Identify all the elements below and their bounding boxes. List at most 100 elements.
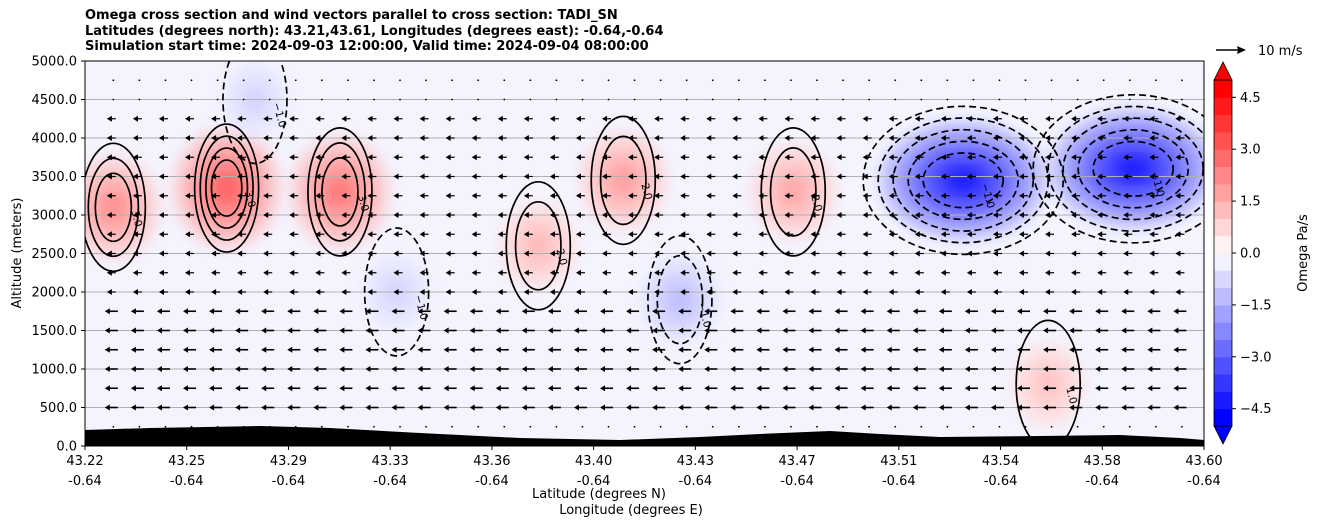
colorbar-segment	[1214, 339, 1232, 358]
wind-vector	[573, 308, 587, 315]
wind-vector	[211, 250, 221, 257]
wind-vector	[860, 366, 874, 372]
wind-vector	[782, 404, 796, 411]
wind-vector	[391, 404, 405, 411]
wind-vector	[886, 366, 900, 372]
wind-vector	[784, 135, 794, 141]
wind-vector	[495, 327, 509, 334]
wind-vector	[523, 135, 533, 141]
wind-vector	[1149, 115, 1159, 122]
wind-vector	[367, 173, 377, 180]
wind-vector	[790, 425, 792, 428]
wind-vector	[185, 135, 195, 141]
wind-vector	[549, 192, 559, 199]
wind-vector	[940, 231, 950, 238]
wind-vector	[758, 135, 768, 141]
colorbar-segment	[1214, 235, 1232, 254]
y-tick-label: 3500.0	[32, 170, 78, 185]
wind-vector	[289, 173, 299, 180]
wind-vector	[469, 404, 483, 411]
wind-vector	[756, 385, 770, 392]
wind-vector	[521, 346, 535, 353]
wind-vector	[367, 250, 377, 257]
wind-vector	[106, 154, 116, 161]
wind-vector	[990, 385, 1004, 392]
wind-vector	[810, 115, 820, 122]
wind-vector	[471, 115, 481, 122]
wind-vector	[860, 385, 874, 392]
wind-vector	[808, 366, 822, 372]
wind-vector	[966, 212, 976, 218]
x-tick-label-lat: 43.33	[372, 454, 409, 469]
wind-vector	[888, 115, 898, 122]
wind-vector	[365, 366, 379, 372]
wind-vector	[730, 366, 744, 372]
wind-vector	[289, 135, 299, 141]
wind-vector	[680, 154, 690, 161]
wind-vector	[886, 404, 900, 411]
wind-vector	[737, 98, 740, 101]
wind-vector	[185, 269, 195, 276]
wind-vector	[1097, 212, 1107, 218]
wind-vector	[1175, 212, 1185, 218]
wind-vector	[1102, 79, 1105, 82]
wind-vector	[1071, 269, 1081, 276]
wind-vector	[399, 98, 401, 101]
wind-vector	[990, 404, 1004, 411]
wind-vector	[1069, 404, 1083, 411]
wind-vector	[1095, 327, 1109, 334]
wind-vector	[261, 404, 275, 411]
wind-vector	[654, 173, 664, 180]
wind-vector	[242, 98, 245, 101]
wind-vector	[1175, 250, 1185, 257]
wind-vector	[1154, 425, 1157, 428]
wind-vector	[782, 366, 796, 372]
colorbar-segment	[1214, 322, 1232, 340]
wind-vector	[158, 212, 168, 218]
wind-vector	[938, 385, 952, 392]
wind-vector	[1149, 135, 1159, 141]
wind-vector	[1123, 250, 1133, 257]
wind-vector	[156, 404, 170, 411]
wind-vector	[523, 289, 533, 295]
wind-vector	[652, 308, 666, 315]
colorbar-tick-label: 4.5	[1240, 91, 1261, 106]
wind-vector	[1175, 231, 1185, 238]
wind-vector	[471, 173, 481, 180]
wind-vector	[602, 154, 612, 161]
wind-vector	[443, 385, 457, 392]
wind-vector	[104, 385, 118, 392]
wind-vector	[365, 327, 379, 334]
omega-region	[1116, 156, 1150, 181]
contour-label: 2.0	[808, 194, 824, 213]
wind-vector	[575, 250, 585, 257]
contour-line	[1047, 105, 1204, 232]
wind-vector	[1097, 135, 1107, 141]
wind-vector	[914, 231, 924, 238]
wind-vector	[756, 327, 770, 334]
wind-vector	[503, 79, 506, 82]
wind-vector	[529, 425, 532, 428]
wind-vector	[628, 115, 638, 122]
wind-vector	[547, 346, 561, 353]
wind-vector	[912, 308, 926, 315]
wind-vector	[680, 173, 690, 180]
wind-vector	[784, 173, 794, 180]
wind-vector	[730, 327, 744, 334]
wind-vector	[1017, 327, 1031, 334]
wind-vector	[1043, 308, 1057, 315]
wind-vector	[659, 98, 662, 101]
wind-vector	[138, 98, 141, 101]
wind-vector	[914, 173, 924, 180]
wind-vector	[1019, 154, 1029, 161]
wind-vector	[1121, 404, 1135, 411]
contour-line	[222, 61, 288, 165]
wind-vector	[654, 269, 664, 276]
wind-vector	[419, 154, 429, 161]
wind-vector	[235, 404, 249, 411]
wind-vector	[373, 98, 375, 101]
wind-vector	[628, 192, 638, 199]
wind-vector	[341, 115, 351, 122]
wind-vector	[914, 135, 924, 141]
